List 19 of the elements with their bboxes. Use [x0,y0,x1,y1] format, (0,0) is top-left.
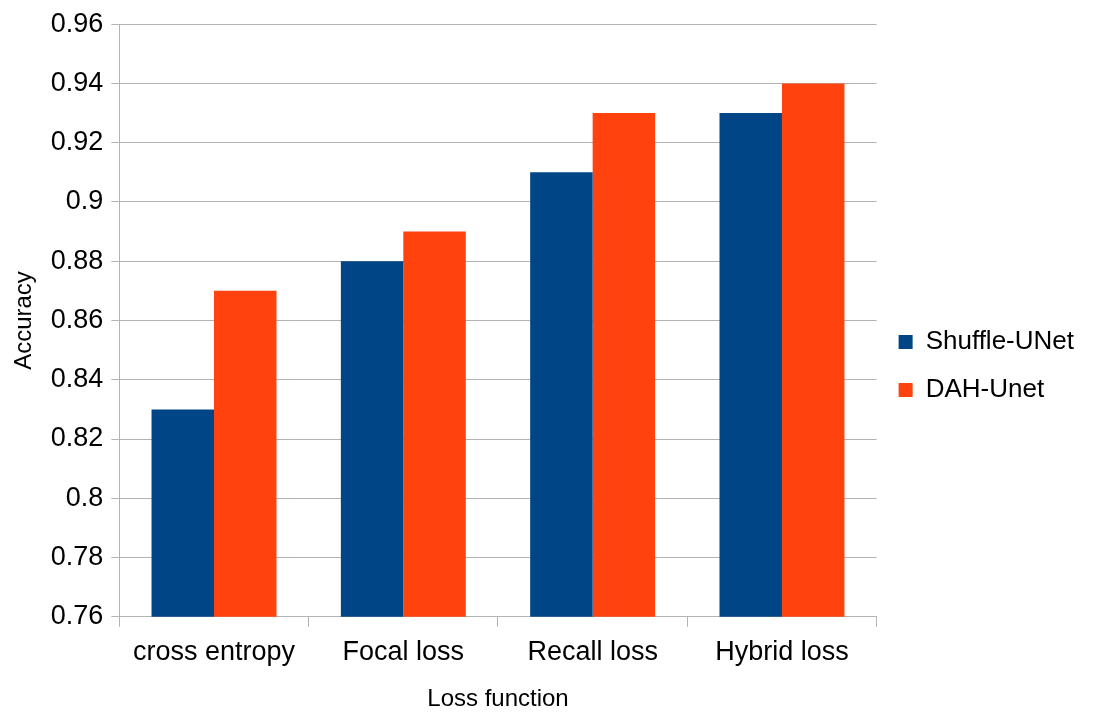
y-tick-label: 0.8 [65,481,104,512]
y-axis-title: Accuracy [9,271,37,370]
y-tick-label: 0.84 [50,363,104,394]
x-axis-title: Loss function [427,684,569,712]
y-tick-label: 0.96 [50,7,104,38]
y-tick-label: 0.76 [50,600,104,631]
legend-label: Shuffle-UNet [925,325,1075,356]
y-tick-label: 0.92 [50,126,104,157]
x-tick-label: cross entropy [132,636,296,667]
y-tick-label: 0.9 [65,185,104,216]
x-tick-label: Hybrid loss [715,636,849,667]
x-tick-label: Focal loss [342,636,465,667]
y-tick-label: 0.78 [50,540,104,571]
y-tick-label: 0.82 [50,422,104,453]
y-tick-label: 0.88 [50,244,104,275]
y-tick-label: 0.94 [50,66,104,97]
legend-label: DAH-Unet [925,373,1045,404]
x-tick-label: Recall loss [527,636,658,667]
y-tick-label: 0.86 [50,303,104,334]
